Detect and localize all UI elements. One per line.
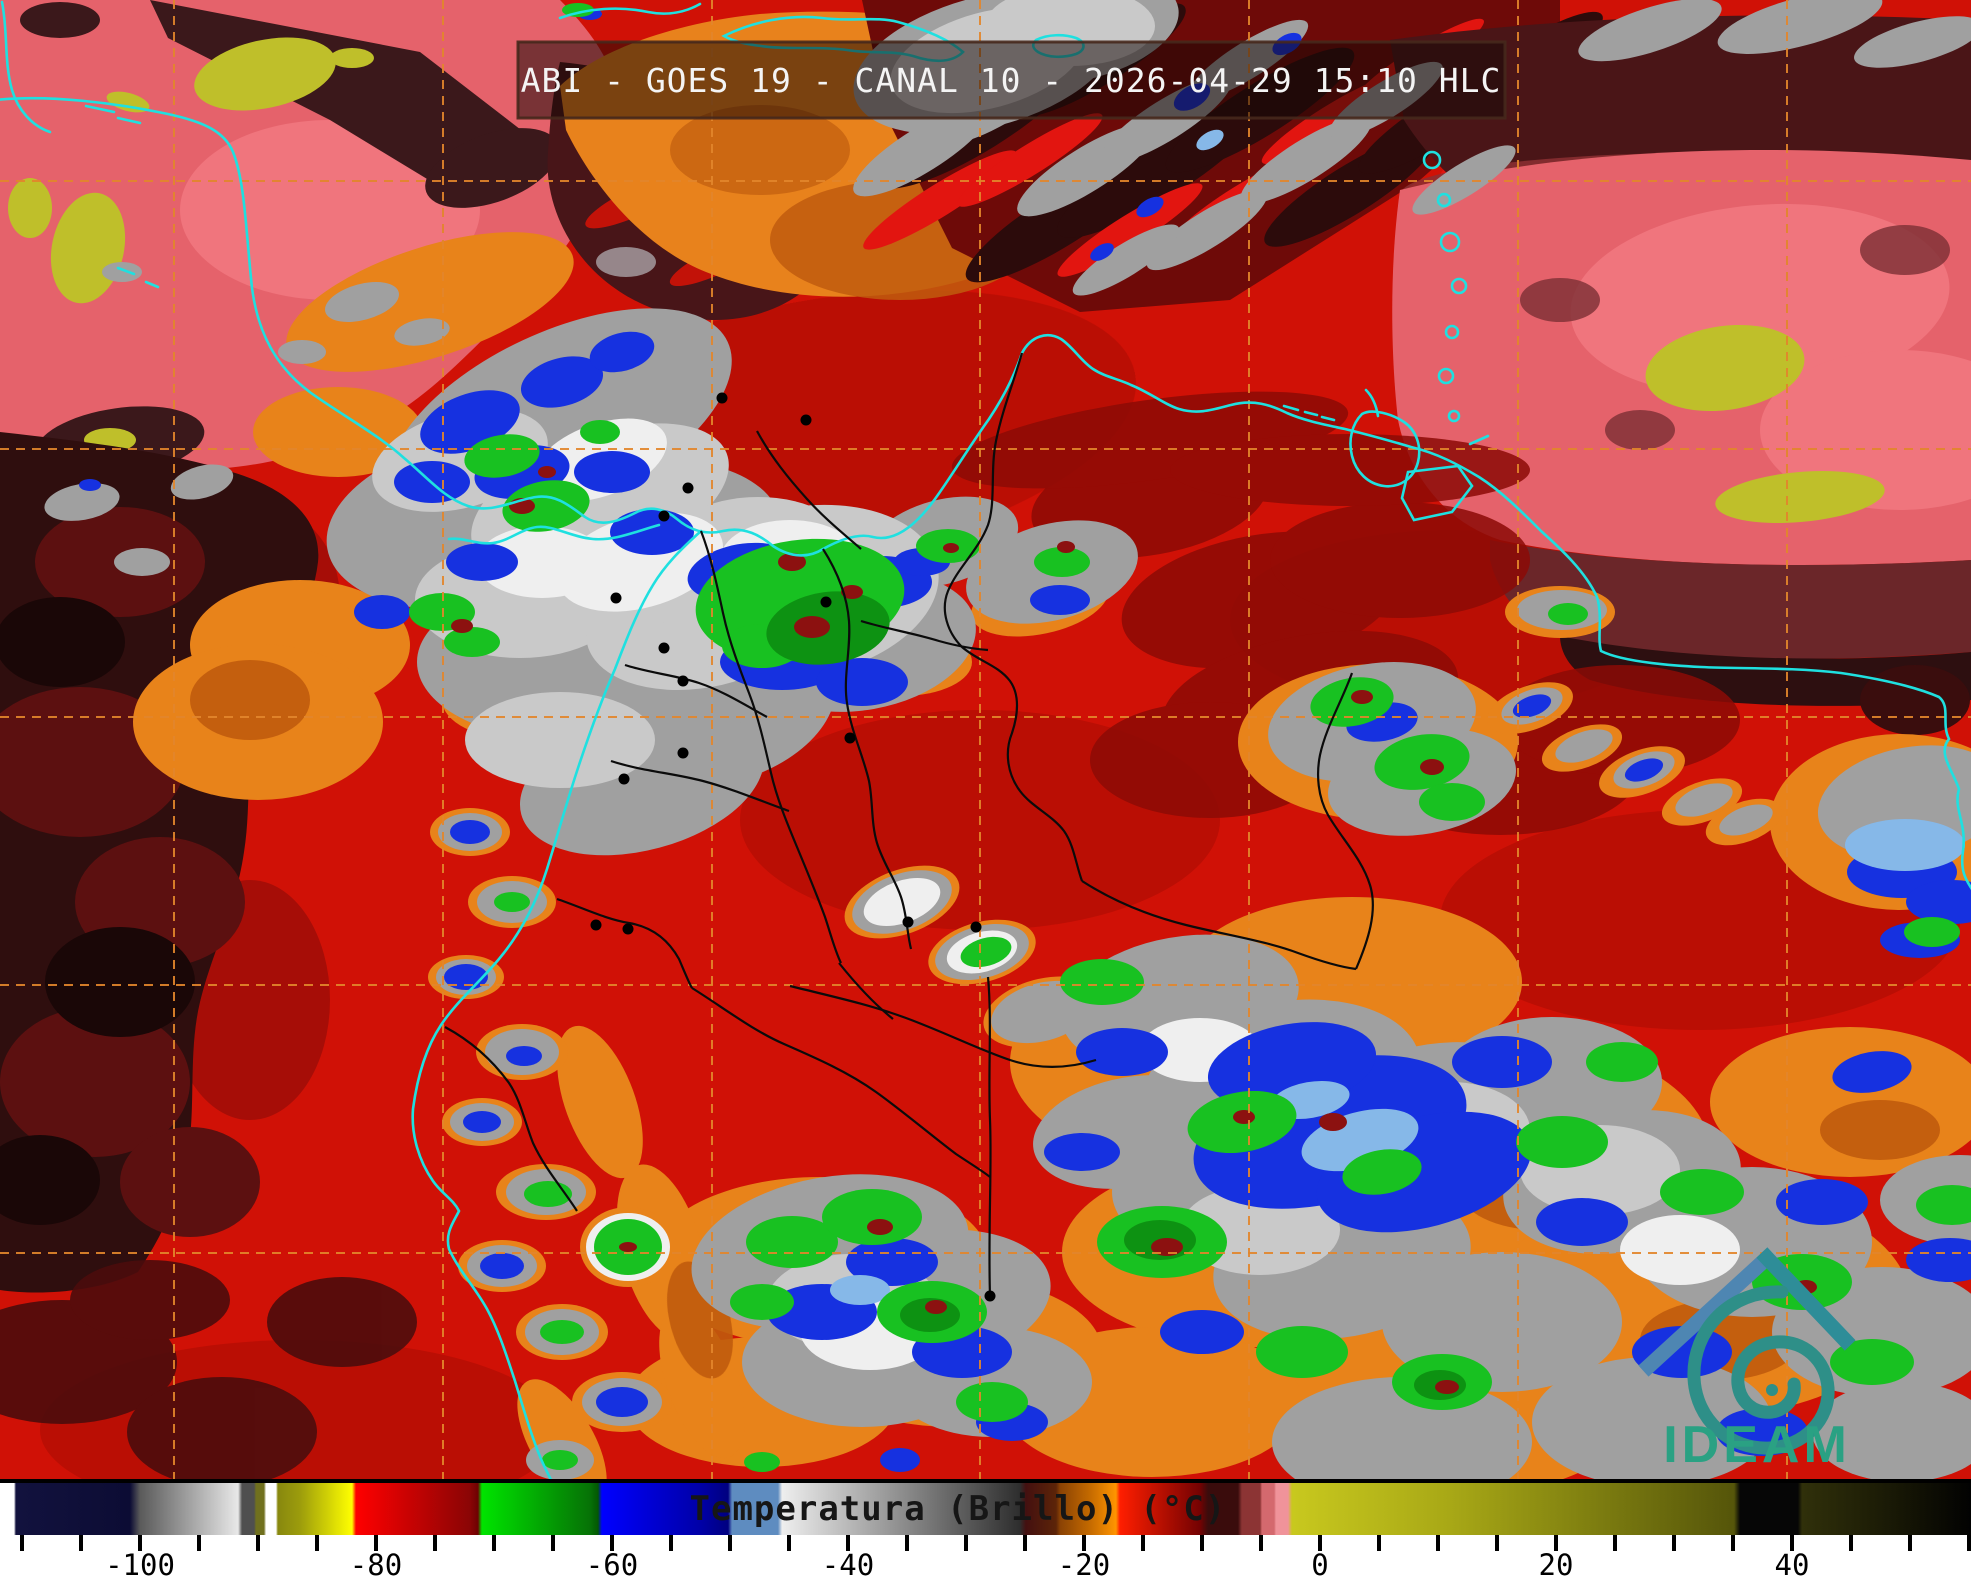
colorbar-tick [1023,1535,1027,1551]
city-dot [618,773,630,785]
colorbar-tick [433,1535,437,1551]
city-dot [970,921,982,933]
colorbar-tick [138,1535,142,1551]
colorbar-tick [1731,1535,1735,1551]
colorbar-tick [20,1535,24,1551]
colorbar-tick [728,1535,732,1551]
colorbar-tick [197,1535,201,1551]
coastline-pacific [411,529,703,1479]
city-dot [590,919,602,931]
colorbar-tick [846,1535,850,1551]
colorbar-tick [1495,1535,1499,1551]
colorbar-tick [1318,1535,1322,1551]
logo-swirl-eye [1766,1384,1778,1396]
colorbar-tick [551,1535,555,1551]
cold-tops-green [409,3,1971,1472]
city-dot [984,1290,996,1302]
colorbar-tick [1613,1535,1617,1551]
colorbar-tick [1377,1535,1381,1551]
colorbar-tick [1967,1535,1971,1551]
satellite-map: ABI - GOES 19 - CANAL 10 - 2026-04-29 15… [0,0,1971,1479]
colorbar-tick [1672,1535,1676,1551]
island-sanandres [116,266,160,289]
colorbar-tick [492,1535,496,1551]
city-dot [820,596,832,608]
city-dot [610,592,622,604]
colorbar-tick [1908,1535,1912,1551]
colorbar-title: Temperatura (Brillo) (°C) [689,1489,1227,1529]
colorbar-tick [610,1535,614,1551]
island-trinidad [1400,434,1490,522]
colorbar-tick [1259,1535,1263,1551]
city-dot [902,916,914,928]
city-dot [658,642,670,654]
city-dot [716,392,728,404]
logo-roof-left [1638,1247,1778,1377]
colorbar-tick [1554,1535,1558,1551]
map-title: ABI - GOES 19 - CANAL 10 - 2026-04-29 15… [521,61,1502,100]
colorbar-tick-label: -20 [1057,1548,1111,1577]
overshooting-tops [451,466,1817,1394]
island [1437,367,1455,385]
colorbar-tick [79,1535,83,1551]
coastline-caribbean [0,96,1971,891]
island-abc [1282,404,1336,422]
coastline-cuba [558,2,702,20]
colorbar-tick [669,1535,673,1551]
city-dot [677,747,689,759]
logo-roof-right [1756,1247,1856,1351]
warm-zone-east [1390,15,1971,735]
city-dot [844,732,856,744]
title-bar-background [516,40,1507,120]
colorbar-tick [787,1535,791,1551]
island [1447,409,1461,423]
island [1450,277,1468,295]
country-borders [444,352,1374,1297]
ideam-logo: IDEAM [1638,1247,1856,1474]
city-dot [800,414,812,426]
title-bar: ABI - GOES 19 - CANAL 10 - 2026-04-29 15… [516,40,1507,120]
colorbar-tick [964,1535,968,1551]
warm-zone-northwest [0,0,619,478]
island [1436,192,1452,208]
colorbar-tick-label: 0 [1311,1548,1329,1577]
colorbar-tick [905,1535,909,1551]
colorbar-tick [315,1535,319,1551]
colorbar-tick-label: 40 [1774,1548,1810,1577]
city-dot [682,482,694,494]
colorbar-tick [1200,1535,1204,1551]
colorbar-tick [1436,1535,1440,1551]
city-dot [622,923,634,935]
colorbar-tick-label: -100 [105,1548,175,1577]
colorbar-tick [374,1535,378,1551]
logo-text: IDEAM [1663,1416,1851,1474]
city-dot [677,675,689,687]
colorbar-divider [0,1479,1971,1483]
colorbar: Temperatura (Brillo) (°C) -100 -80 -60 -40-… [0,1479,1971,1577]
city-dot [658,510,670,522]
island [1422,150,1442,170]
colorbar-tick [256,1535,260,1551]
hot-surface-patches-east [1645,324,1885,523]
coastline-panama-south [447,523,661,545]
colorbar-scale: -100 -80 -60 -40 -20 0 20 40 [0,1535,1971,1577]
hot-surface-patches [8,37,374,452]
island [1444,324,1460,340]
island [1439,231,1461,253]
colorbar-tick [1849,1535,1853,1551]
latlon-grid [0,0,1971,1479]
colorbar-tick [1141,1535,1145,1551]
colorbar-tick-label: -60 [585,1548,639,1577]
colorbar-tick-label: 20 [1538,1548,1574,1577]
colorbar-tick [1082,1535,1086,1551]
coastline-belize [0,0,142,134]
logo-swirl [1687,1285,1835,1455]
colorbar-tick-label: -40 [821,1548,875,1577]
colorbar-gradient: Temperatura (Brillo) (°C) [0,1483,1971,1535]
city-dots [590,392,996,1302]
colorbar-tick-label: -80 [349,1548,403,1577]
colorbar-tick [1790,1535,1794,1551]
